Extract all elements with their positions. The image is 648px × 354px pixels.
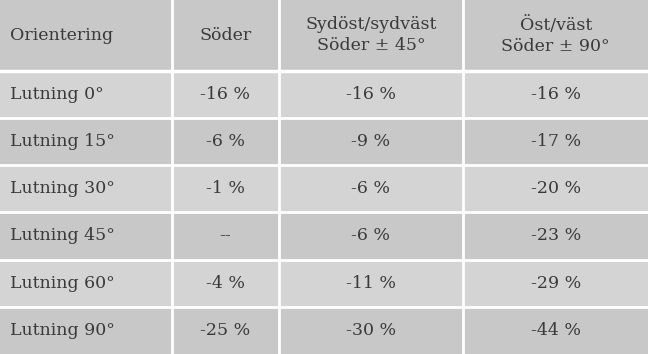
Bar xyxy=(0,0,648,71)
Text: -11 %: -11 % xyxy=(346,275,396,292)
Text: Lutning 15°: Lutning 15° xyxy=(10,133,115,150)
Text: Orientering: Orientering xyxy=(10,27,113,44)
Text: Lutning 45°: Lutning 45° xyxy=(10,228,115,245)
Text: -20 %: -20 % xyxy=(531,180,581,197)
Text: Öst/väst
Söder ± 90°: Öst/väst Söder ± 90° xyxy=(502,16,610,55)
Bar xyxy=(0,212,648,259)
Bar xyxy=(0,307,648,354)
Bar xyxy=(0,165,648,212)
Text: --: -- xyxy=(219,228,231,245)
Text: -44 %: -44 % xyxy=(531,322,581,339)
Text: -6 %: -6 % xyxy=(351,228,391,245)
Text: -16 %: -16 % xyxy=(346,86,396,103)
Text: Lutning 90°: Lutning 90° xyxy=(10,322,115,339)
Bar xyxy=(0,71,648,118)
Text: -29 %: -29 % xyxy=(531,275,581,292)
Text: -4 %: -4 % xyxy=(205,275,245,292)
Text: -16 %: -16 % xyxy=(531,86,581,103)
Bar xyxy=(0,259,648,307)
Text: -16 %: -16 % xyxy=(200,86,250,103)
Text: -1 %: -1 % xyxy=(205,180,245,197)
Text: Lutning 30°: Lutning 30° xyxy=(10,180,115,197)
Text: -6 %: -6 % xyxy=(351,180,391,197)
Text: -30 %: -30 % xyxy=(346,322,396,339)
Text: -23 %: -23 % xyxy=(531,228,581,245)
Text: -6 %: -6 % xyxy=(205,133,245,150)
Text: -9 %: -9 % xyxy=(351,133,391,150)
Text: -17 %: -17 % xyxy=(531,133,581,150)
Text: -25 %: -25 % xyxy=(200,322,250,339)
Text: Söder: Söder xyxy=(199,27,251,44)
Bar xyxy=(0,118,648,165)
Text: Sydöst/sydväst
Söder ± 45°: Sydöst/sydväst Söder ± 45° xyxy=(305,16,437,55)
Text: Lutning 0°: Lutning 0° xyxy=(10,86,104,103)
Text: Lutning 60°: Lutning 60° xyxy=(10,275,115,292)
